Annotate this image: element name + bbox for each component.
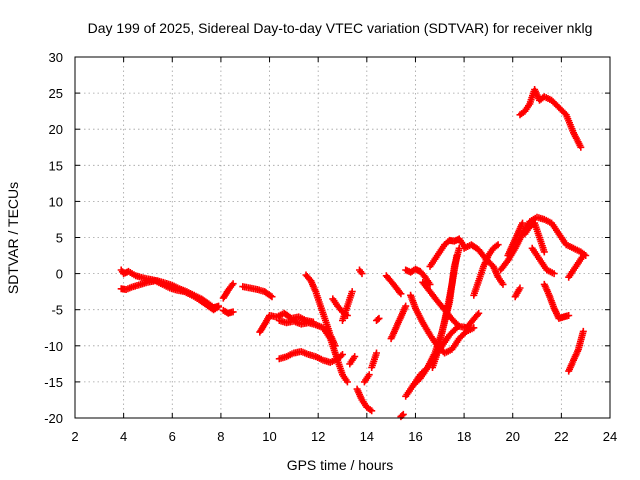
data-point-markers [219,280,237,302]
series-track-14 [356,266,366,278]
x-tick-label: 4 [120,429,127,444]
data-point-markers [565,327,587,375]
data-point-markers [460,241,507,288]
series-track-24 [402,265,434,288]
series-track-9 [302,271,339,350]
series-track-34 [528,244,558,278]
data-point-markers [565,252,587,281]
series-track-17 [373,314,383,324]
y-tick-label: 15 [49,158,63,173]
series-track-19 [397,410,407,421]
series-track-26 [426,235,468,270]
y-axis-label: SDTVAR / TECUs [5,182,21,294]
data-point-markers [521,219,548,256]
y-tick-label: -10 [44,339,63,354]
data-point-markers [429,252,461,371]
data-point-markers [504,219,526,259]
x-tick-label: 6 [169,429,176,444]
y-tick-label: 5 [56,231,63,246]
series-track-29 [470,241,502,299]
data-point-markers [397,410,407,421]
data-point-markers [219,306,237,317]
data-point-markers [353,385,376,415]
data-point-markers [360,371,373,386]
data-point-markers [382,272,405,298]
x-tick-label: 16 [408,429,422,444]
series-track-28 [460,241,507,288]
series-track-13 [353,385,376,415]
series-track-5 [239,283,276,301]
x-tick-label: 12 [311,429,325,444]
data-points [117,86,590,421]
series-track-31 [504,219,526,259]
series-track-18 [382,272,405,298]
plot-frame [74,56,611,419]
data-point-markers [368,349,380,371]
y-tick-label: 10 [49,194,63,209]
axis-ticks: 2 4 6 8 10 12 14 16 18 20 22 24-20-15-10-5051015202… [44,50,617,444]
series-track-36 [565,252,587,281]
data-point-markers [470,241,502,299]
data-point-markers [426,235,468,270]
y-tick-label: 25 [49,86,63,101]
series-track-20 [387,302,410,343]
data-point-markers [373,314,383,324]
data-point-markers [275,348,346,366]
series-track-33 [511,284,524,301]
series-track-11 [339,288,356,324]
y-tick-label: -20 [44,411,63,426]
series-track-7 [275,317,351,386]
chart-title: Day 199 of 2025, Sidereal Day-to-day VTE… [88,20,593,36]
series-track-8 [275,348,346,366]
x-tick-label: 22 [554,429,568,444]
x-tick-label: 18 [457,429,471,444]
data-point-markers [117,277,222,314]
y-tick-label: 20 [49,122,63,137]
series-track-2 [117,277,222,314]
series-track-38 [516,86,585,151]
data-point-markers [239,283,276,301]
x-axis-label: GPS time / hours [287,457,394,473]
data-point-markers [516,86,585,151]
series-track-32 [521,219,548,256]
data-point-markers [402,265,434,288]
series-track-4 [219,306,237,317]
series-track-12 [346,353,359,368]
series-track-3 [219,280,237,302]
x-tick-label: 24 [603,429,617,444]
y-tick-label: -15 [44,375,63,390]
data-point-markers [356,266,366,278]
series-track-37 [565,327,587,375]
series-track-35 [540,280,573,322]
data-point-markers [511,284,524,301]
data-point-markers [528,244,558,278]
data-point-markers [540,280,573,322]
x-tick-label: 8 [217,429,224,444]
data-point-markers [302,271,339,350]
x-tick-label: 10 [262,429,276,444]
y-tick-label: 30 [49,50,63,65]
y-tick-label: -5 [51,303,63,318]
y-tick-label: 0 [56,267,63,282]
series-track-15 [360,371,373,386]
data-point-markers [387,302,410,343]
series-track-16 [368,349,380,371]
data-point-markers [346,353,359,368]
x-tick-label: 20 [505,429,519,444]
x-tick-label: 2 [71,429,78,444]
data-point-markers [275,317,351,386]
x-tick-label: 14 [360,429,374,444]
series-track-27 [429,252,461,371]
data-point-markers [339,288,356,324]
